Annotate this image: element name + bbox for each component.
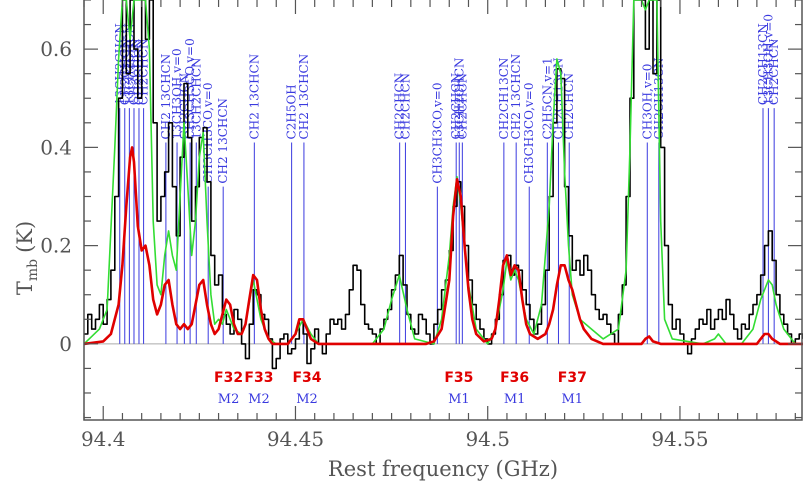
transition-label: 13CH3OH,v=0 [761,14,775,105]
y-tick-label: 0.2 [40,234,72,258]
plot-frame [83,0,803,421]
x-tick-label: 94.55 [651,427,708,451]
transition-label: CH2 13CHCN [216,98,230,184]
transition-label: CH2CHCN [767,38,781,105]
transition-label: CH2CHCN [393,73,407,140]
x-tick-label: 94.4 [81,427,126,451]
transition-label: CH2 13CHCN [247,54,261,140]
feature-model-label: M1 [562,392,584,407]
feature-label: F32 [214,370,243,386]
feature-model-label: M2 [296,392,318,407]
series-full_model-line [83,0,803,345]
transition-label: 13CH3OH,v=0 [170,48,184,139]
transition-label: 13CH2CHCN [452,58,466,140]
y-tick-label: 0 [59,332,72,356]
transition-label: CH2 13CHCN [509,54,523,140]
transition-label: CH3CH3CO,v=0 [430,82,444,183]
tick-marks-layer [83,0,802,420]
transition-label: CH2CH13CN [497,58,511,140]
feature-model-label: M1 [448,392,470,407]
y-axis-title-main: T [13,281,37,295]
transition-labels-layer: 13CH2CHCNCH2CHCN13CH2CHCNCH2CHCNCH2CHCNC… [113,14,781,184]
transition-label: CH2 13CHCN [159,54,173,140]
transition-lines-layer [119,108,775,344]
transition-label: C2H5OH [285,84,299,139]
feature-model-label: M2 [218,392,240,407]
y-axis-title-subscript: mb [25,259,41,281]
feature-label: F33 [244,370,273,386]
feature-model-label: M2 [248,392,270,407]
x-tick-label: 94.45 [267,427,324,451]
y-tick-label: 0.6 [40,37,72,61]
transition-label: CH2CHCN [398,73,412,140]
y-tick-label: 0.4 [40,135,72,159]
transition-label: CH2 13CHCN [297,54,311,140]
transition-label: CH2CHCN [118,38,132,105]
feature-label: F34 [292,370,321,386]
transition-label: CH3OH,v=0 [640,64,654,140]
series-layer [83,0,803,370]
y-axis-title: Tmb (K) [13,221,41,295]
transition-label: CH2CHCN [562,73,576,140]
tick-labels-layer: 94.4 94.45 94.5 94.55 0 0.2 0.4 0.6 [40,37,708,451]
annotations-layer: F32 M2 F33 M2 F34 M2 F35 M1 F36 M1 F37 M1 [214,370,587,407]
y-axis-title-unit: (K) [13,221,37,253]
transition-label: CH2CHCN [449,73,463,140]
axes-frame [83,0,803,421]
transition-label: CH3CH3CO,v=0 [183,38,197,139]
transition-label: CH2CHCN [455,73,469,140]
transition-label: 13CH2CHCN [189,58,203,140]
x-tick-label: 94.5 [465,427,510,451]
transition-label: C2H5CN,v=1 [540,57,554,139]
feature-label: F37 [558,370,587,386]
series-target_model-line [83,146,803,346]
transition-label: 13CH2CHCN [113,23,127,105]
x-axis-title: Rest frequency (GHz) [328,457,558,481]
transition-label: CH2CHCN [137,38,151,105]
feature-label: F35 [444,370,473,386]
transition-label: CH2CH13CN [756,23,770,105]
feature-model-label: M1 [504,392,526,407]
transition-label: CH3CH3CO,v=0 [522,82,536,183]
svg-text:Tmb(K): Tmb (K) [13,221,41,295]
feature-label: F36 [500,370,529,386]
